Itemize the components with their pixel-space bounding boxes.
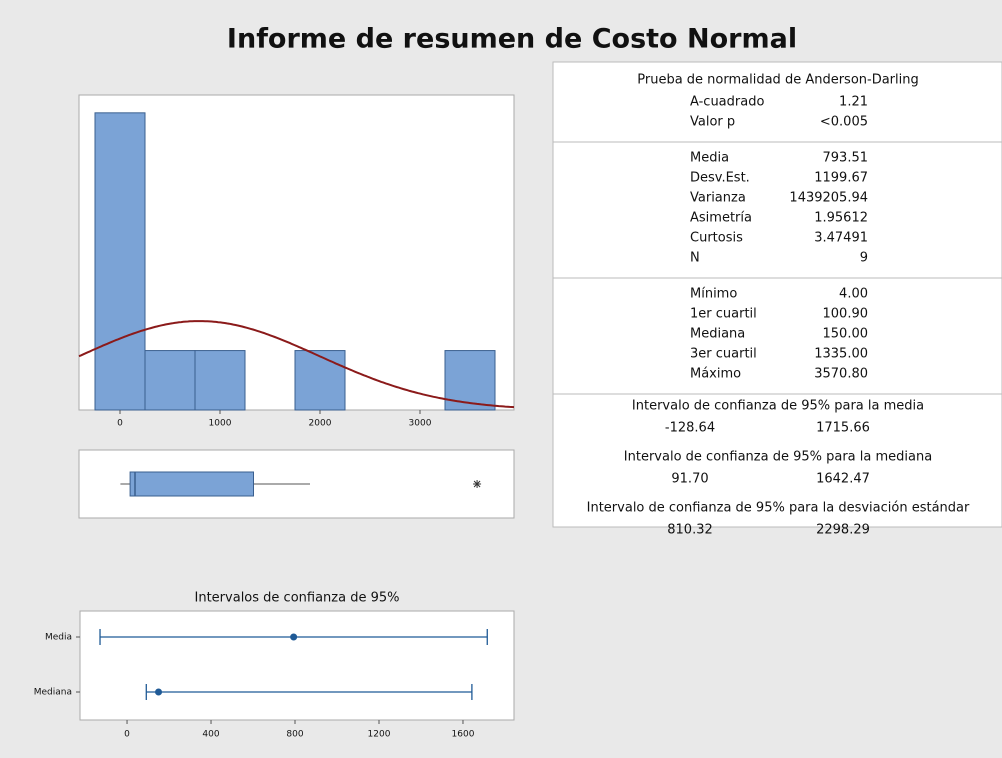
histogram-bar	[94, 112, 146, 411]
interval-heading: Intervalo de confianza de 95% para la me…	[624, 450, 932, 465]
stat-value: 9	[860, 251, 868, 266]
stat-label: Varianza	[690, 191, 746, 206]
stat-value: 1439205.94	[789, 191, 868, 206]
point-estimate	[155, 688, 163, 696]
histogram-bar	[144, 350, 196, 411]
x-tick-label: 1000	[209, 419, 232, 429]
interval-high: 1715.66	[816, 421, 870, 436]
interval-heading: Intervalo de confianza de 95% para la me…	[632, 399, 924, 414]
stat-value: 150.00	[823, 327, 869, 342]
point-estimate	[290, 633, 298, 641]
x-tick-label: 0	[117, 419, 123, 429]
x-tick-label: 2000	[309, 419, 332, 429]
histogram-bar	[194, 350, 246, 411]
group-title: Prueba de normalidad de Anderson-Darling	[637, 73, 919, 88]
plot-area	[79, 610, 515, 721]
stat-value: 4.00	[839, 287, 868, 302]
interval-high: 1642.47	[816, 472, 870, 487]
interval-low: 91.70	[671, 472, 708, 487]
stat-value: 1335.00	[814, 347, 868, 362]
x-tick-label: 400	[202, 730, 219, 740]
interval-low: -128.64	[665, 421, 715, 436]
stat-label: Desv.Est.	[690, 171, 750, 186]
stat-label: Mediana	[690, 327, 745, 342]
stats-panel	[552, 61, 1002, 528]
x-tick-label: 1600	[452, 730, 475, 740]
stat-label: Valor p	[690, 115, 735, 130]
interval-low: 810.32	[667, 523, 713, 538]
stat-value: 793.51	[823, 151, 869, 166]
report-title: Informe de resumen de Costo Normal	[227, 24, 797, 55]
stat-label: Media	[690, 151, 729, 166]
x-tick-label: 800	[286, 730, 303, 740]
stat-label: Asimetría	[690, 211, 752, 226]
stat-label: N	[690, 251, 700, 266]
interval-heading: Intervalo de confianza de 95% para la de…	[587, 501, 970, 516]
stat-value: 1.21	[839, 95, 868, 110]
x-tick-label: 3000	[409, 419, 432, 429]
box	[129, 471, 254, 497]
stat-label: A-cuadrado	[690, 95, 764, 110]
y-tick-label: Mediana	[34, 688, 72, 698]
interval-high: 2298.29	[816, 523, 870, 538]
y-tick-label: Media	[45, 633, 72, 643]
stat-label: Máximo	[690, 367, 741, 382]
outlier	[473, 480, 482, 488]
stat-value: 1.95612	[814, 211, 868, 226]
x-tick-label: 0	[124, 730, 130, 740]
stat-label: Curtosis	[690, 231, 743, 246]
stat-value: <0.005	[820, 115, 868, 130]
stat-label: Mínimo	[690, 287, 737, 302]
stat-value: 3.47491	[814, 231, 868, 246]
histogram-bar	[294, 350, 346, 411]
x-tick-label: 1200	[368, 730, 391, 740]
stat-label: 1er cuartil	[690, 307, 757, 322]
stat-label: 3er cuartil	[690, 347, 757, 362]
normal-fit-curve	[78, 320, 515, 409]
stat-value: 1199.67	[814, 171, 868, 186]
interval-title: Intervalos de confianza de 95%	[195, 591, 400, 606]
stat-value: 3570.80	[814, 367, 868, 382]
stat-value: 100.90	[823, 307, 869, 322]
